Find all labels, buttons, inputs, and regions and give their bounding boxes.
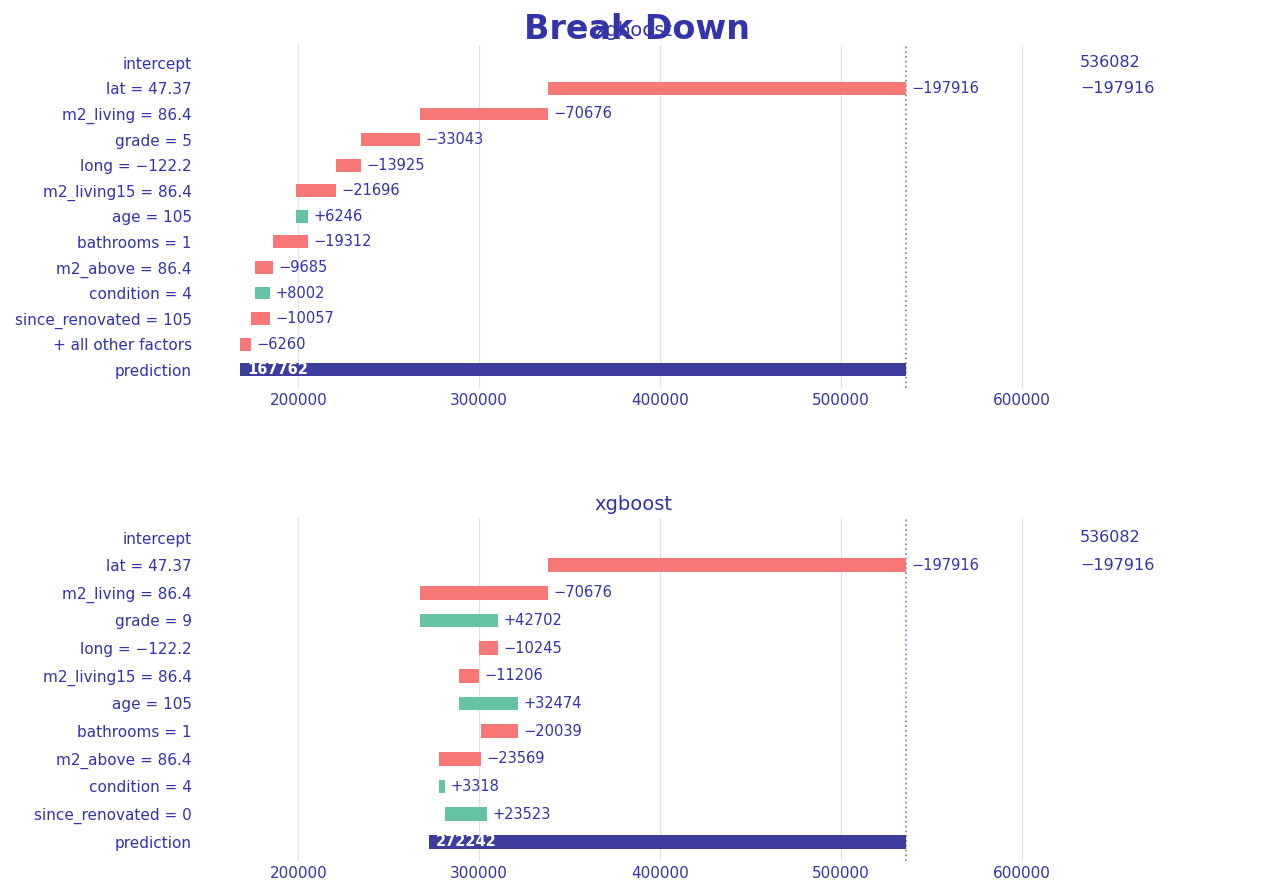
- Bar: [549, 82, 906, 95]
- Text: −13925: −13925: [367, 158, 425, 173]
- Text: +6246: +6246: [313, 209, 363, 224]
- Bar: [241, 364, 906, 376]
- Text: −21696: −21696: [341, 183, 400, 198]
- Bar: [360, 134, 420, 146]
- Bar: [458, 696, 518, 711]
- Bar: [297, 210, 308, 223]
- Bar: [252, 313, 270, 325]
- Text: −197916: −197916: [911, 81, 979, 96]
- Bar: [297, 185, 336, 197]
- Text: −10057: −10057: [275, 311, 334, 326]
- Text: −33043: −33043: [426, 132, 484, 147]
- Text: +8002: +8002: [275, 286, 325, 300]
- Text: +23523: +23523: [493, 806, 551, 822]
- Bar: [420, 586, 549, 599]
- Text: −10245: −10245: [503, 641, 561, 656]
- Bar: [336, 159, 360, 171]
- Bar: [429, 835, 906, 849]
- Text: −11206: −11206: [485, 668, 544, 684]
- Bar: [481, 724, 518, 738]
- Text: +32474: +32474: [523, 696, 582, 711]
- Bar: [439, 780, 444, 793]
- Bar: [255, 287, 270, 299]
- Text: 272242: 272242: [437, 834, 496, 849]
- Text: −9685: −9685: [278, 260, 327, 275]
- Text: −197916: −197916: [1080, 557, 1155, 573]
- Bar: [255, 261, 272, 274]
- Text: −197916: −197916: [1080, 81, 1155, 96]
- Text: Break Down: Break Down: [523, 13, 750, 47]
- Text: 536082: 536082: [1080, 530, 1141, 545]
- Bar: [420, 614, 498, 627]
- Bar: [479, 642, 498, 655]
- Text: −20039: −20039: [523, 724, 582, 738]
- Text: +42702: +42702: [503, 613, 561, 628]
- Title: xgboost: xgboost: [594, 22, 672, 40]
- Bar: [439, 752, 481, 766]
- Text: −70676: −70676: [554, 585, 612, 600]
- Text: +3318: +3318: [451, 779, 499, 794]
- Text: −6260: −6260: [257, 337, 307, 352]
- Text: 536082: 536082: [1080, 56, 1141, 70]
- Bar: [420, 108, 549, 120]
- Bar: [458, 669, 479, 683]
- Bar: [549, 558, 906, 572]
- Bar: [272, 236, 308, 248]
- Text: −19312: −19312: [313, 235, 372, 249]
- Text: 167762: 167762: [247, 362, 308, 377]
- Title: xgboost: xgboost: [594, 495, 672, 513]
- Text: −23569: −23569: [486, 751, 545, 766]
- Text: −70676: −70676: [554, 107, 612, 122]
- Bar: [241, 338, 252, 350]
- Bar: [444, 807, 488, 821]
- Text: −197916: −197916: [911, 557, 979, 573]
